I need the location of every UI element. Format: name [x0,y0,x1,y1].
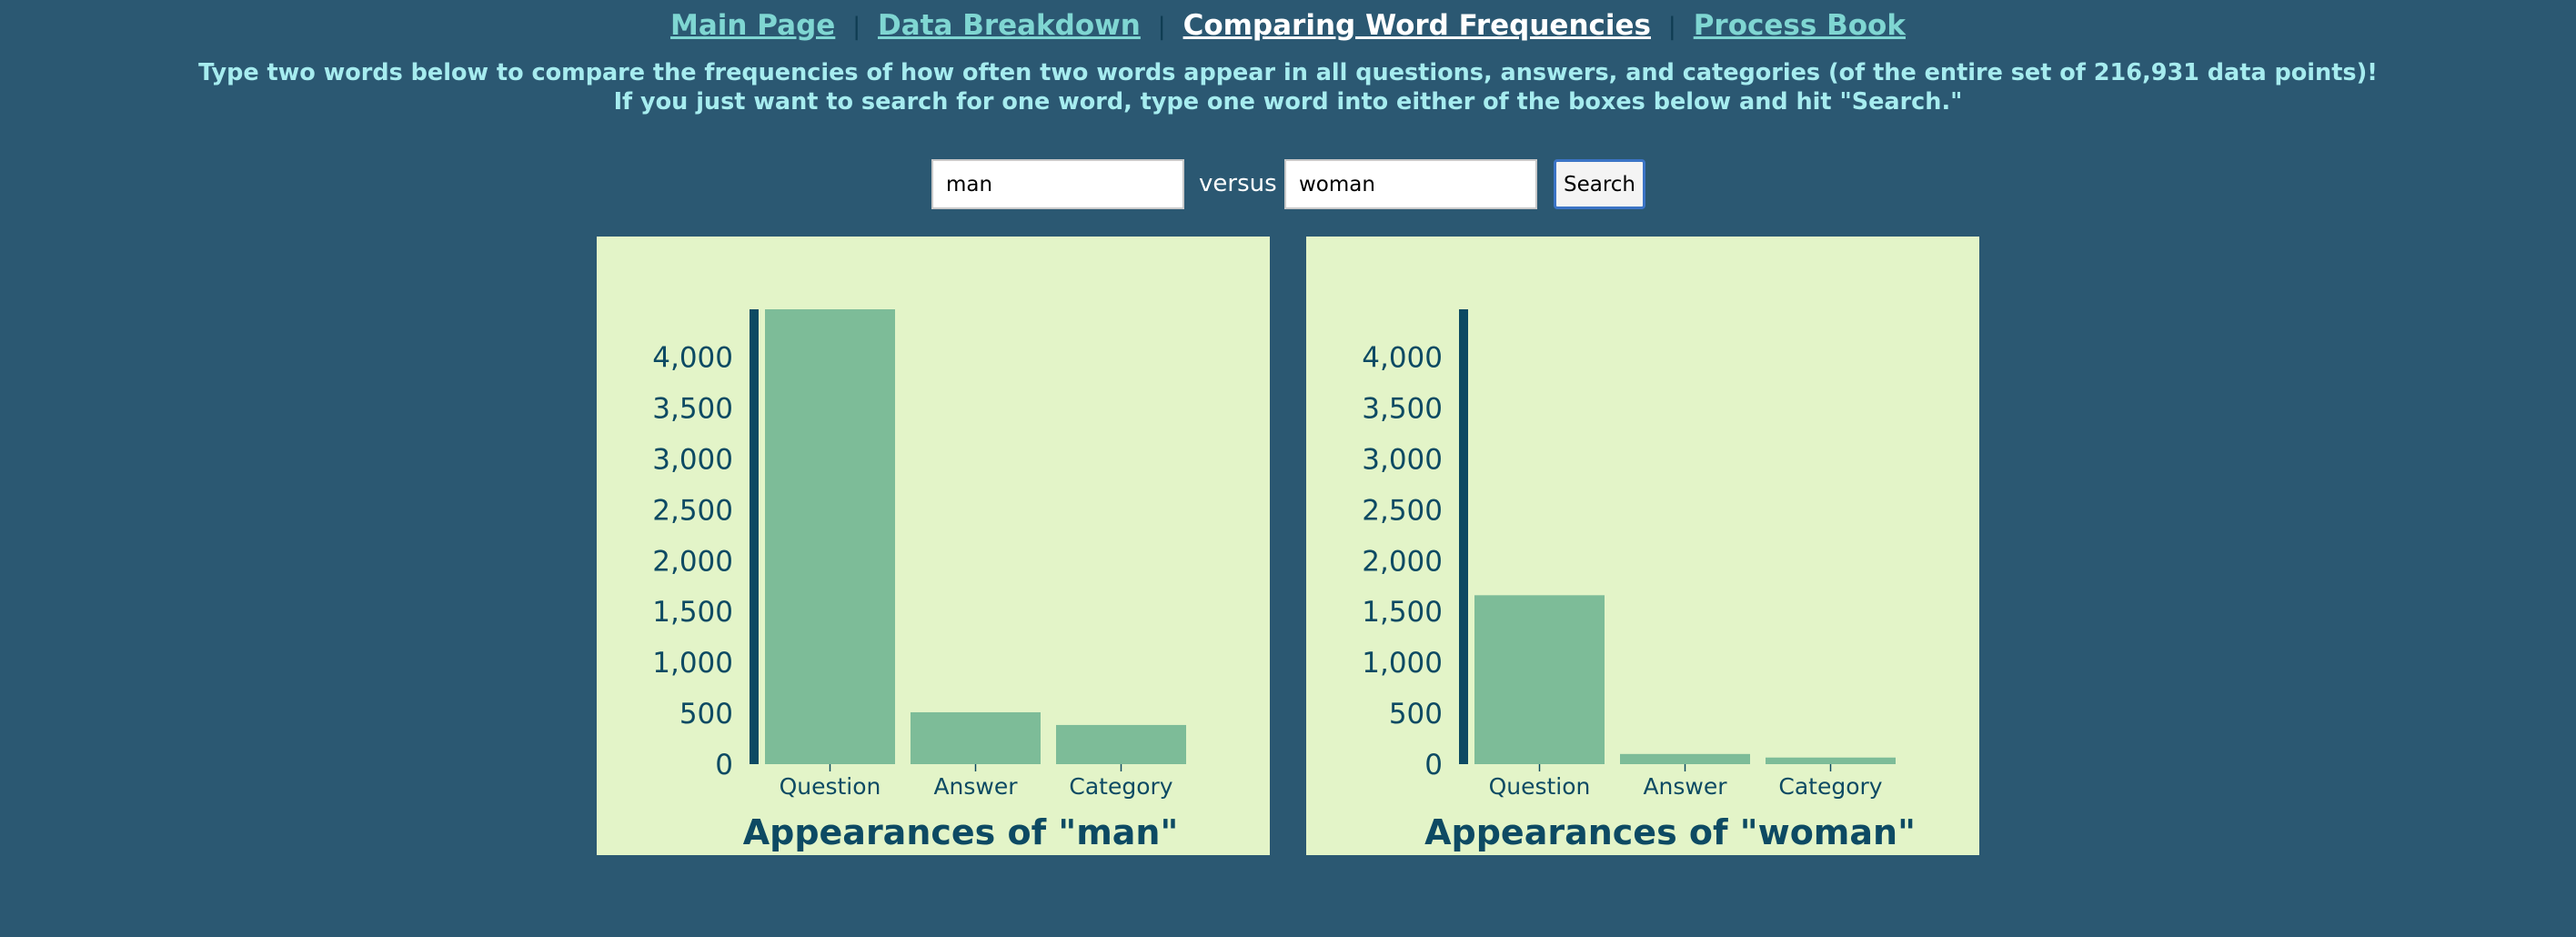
y-axis-line [1459,309,1468,764]
y-tick-label: 500 [1389,698,1443,730]
bar-answer [1620,753,1750,764]
bar-chart-woman: 0 500 1,000 1,500 2,000 2,500 3,000 3,500 4,000 Q… [1362,309,1916,852]
y-tick-label: 3,500 [1362,393,1443,426]
y-tick-label: 4,000 [652,342,733,375]
bar-chart-man: 0 500 1,000 1,500 2,000 2,500 3,000 3,500 4,000 Q… [652,309,1186,852]
search-button[interactable]: Search [1554,159,1645,209]
y-axis-line [750,309,759,764]
bar-question [1474,595,1605,764]
nav-separator: | [852,13,861,41]
y-tick-label: 1,500 [1362,596,1443,629]
instructions-line-2: If you just want to search for one word,… [613,88,1963,116]
y-tick-label: 500 [679,698,733,730]
y-tick-label: 0 [1424,749,1443,781]
y-tick-label: 2,500 [1362,494,1443,527]
y-tick-label: 2,000 [652,545,733,578]
bar-category [1766,757,1896,764]
y-tick-label: 1,000 [652,647,733,680]
chart-title: Appearances of "woman" [1424,812,1916,852]
versus-label: versus [1199,170,1277,197]
y-tick-label: 0 [715,749,733,781]
nav-link-comparing-word-frequencies[interactable]: Comparing Word Frequencies [1182,9,1651,42]
y-tick-label: 4,000 [1362,342,1443,375]
x-category-label: Question [1489,773,1591,800]
first-word-input[interactable] [931,159,1184,209]
bar-answer [911,711,1041,764]
chart-title: Appearances of "man" [743,812,1179,852]
bar-question [765,309,895,764]
nav-separator: | [1667,13,1676,41]
second-word-input[interactable] [1284,159,1537,209]
chart-panel-woman: 0 500 1,000 1,500 2,000 2,500 3,000 3,500 4,000 Q… [1306,237,1979,855]
top-nav: Main Page | Data Breakdown | Comparing W… [0,5,2576,47]
y-tick-label: 2,500 [652,494,733,527]
instructions: Type two words below to compare the freq… [0,58,2576,116]
y-tick-label: 2,000 [1362,545,1443,578]
y-tick-label: 3,000 [1362,443,1443,476]
nav-link-main-page[interactable]: Main Page [670,9,836,42]
x-category-label: Answer [1643,773,1727,800]
y-tick-label: 3,000 [652,443,733,476]
y-tick-label: 1,500 [652,596,733,629]
y-tick-label: 1,000 [1362,647,1443,680]
nav-link-process-book[interactable]: Process Book [1693,9,1906,42]
nav-separator: | [1157,13,1166,41]
instructions-line-1: Type two words below to compare the freq… [198,59,2378,86]
x-category-label: Answer [933,773,1018,800]
x-category-label: Category [1069,773,1172,800]
search-form: versus Search [0,159,2576,210]
chart-panel-man: 0 500 1,000 1,500 2,000 2,500 3,000 3,500 4,000 Q… [597,237,1270,855]
x-category-label: Category [1778,773,1882,800]
bar-category [1056,724,1186,764]
nav-link-data-breakdown[interactable]: Data Breakdown [878,9,1141,42]
y-tick-label: 3,500 [652,393,733,426]
x-category-label: Question [780,773,881,800]
